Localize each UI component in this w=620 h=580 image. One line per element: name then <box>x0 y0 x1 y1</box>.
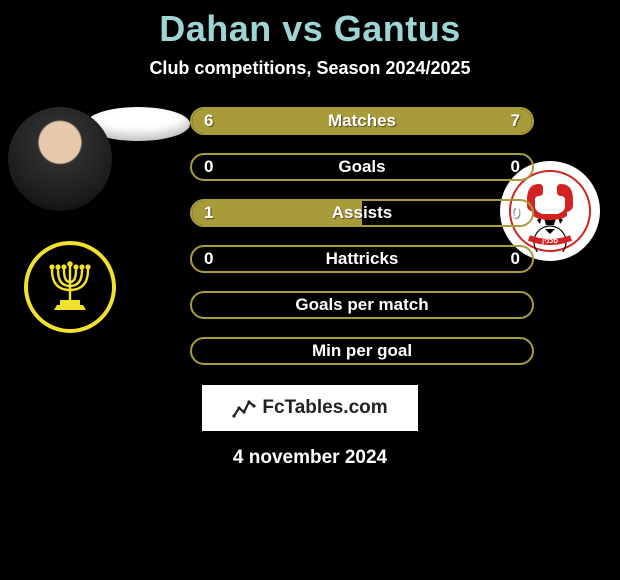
stat-value-right: 0 <box>511 157 520 177</box>
stat-row: 1 0 Assists <box>190 199 534 227</box>
stat-label: Matches <box>328 111 396 131</box>
stat-row: 0 0 Hattricks <box>190 245 534 273</box>
bar-left-fill <box>192 109 348 133</box>
stat-value-right: 0 <box>511 249 520 269</box>
stat-label: Goals per match <box>295 295 428 315</box>
stat-row: 0 0 Goals <box>190 153 534 181</box>
footer-brand-box[interactable]: FcTables.com <box>202 385 418 431</box>
stat-value-right: 0 <box>511 203 520 223</box>
stat-row: 6 7 Matches <box>190 107 534 135</box>
stat-value-right: 7 <box>511 111 520 131</box>
stat-label: Hattricks <box>326 249 399 269</box>
menorah-icon <box>28 245 112 329</box>
page-title: Dahan vs Gantus <box>159 8 461 50</box>
stat-label: Min per goal <box>312 341 412 361</box>
club-left-badge <box>20 237 120 337</box>
stats-list: 6 7 Matches 0 0 Goals 1 0 Assists 0 0 Hattricks Goal… <box>190 107 534 365</box>
stat-value-left: 0 <box>204 157 213 177</box>
stat-label: Goals <box>338 157 385 177</box>
stat-value-left: 1 <box>204 203 213 223</box>
stat-value-left: 0 <box>204 249 213 269</box>
stat-value-left: 6 <box>204 111 213 131</box>
footer-brand-text: FcTables.com <box>262 397 387 419</box>
svg-text:סכנין: סכנין <box>542 238 558 245</box>
stat-label: Assists <box>332 203 392 223</box>
date-text: 4 november 2024 <box>233 447 387 469</box>
stat-row: Goals per match <box>190 291 534 319</box>
page-subtitle: Club competitions, Season 2024/2025 <box>149 58 470 79</box>
chart-icon <box>232 396 256 420</box>
player-left-avatar <box>8 107 112 211</box>
stat-row: Min per goal <box>190 337 534 365</box>
infographic-root: Dahan vs Gantus Club competitions, Seaso… <box>0 0 620 469</box>
main-panel: סכנין 6 7 Matches 0 0 Goals 1 0 Assists 0 0 Hattric… <box>0 107 620 365</box>
